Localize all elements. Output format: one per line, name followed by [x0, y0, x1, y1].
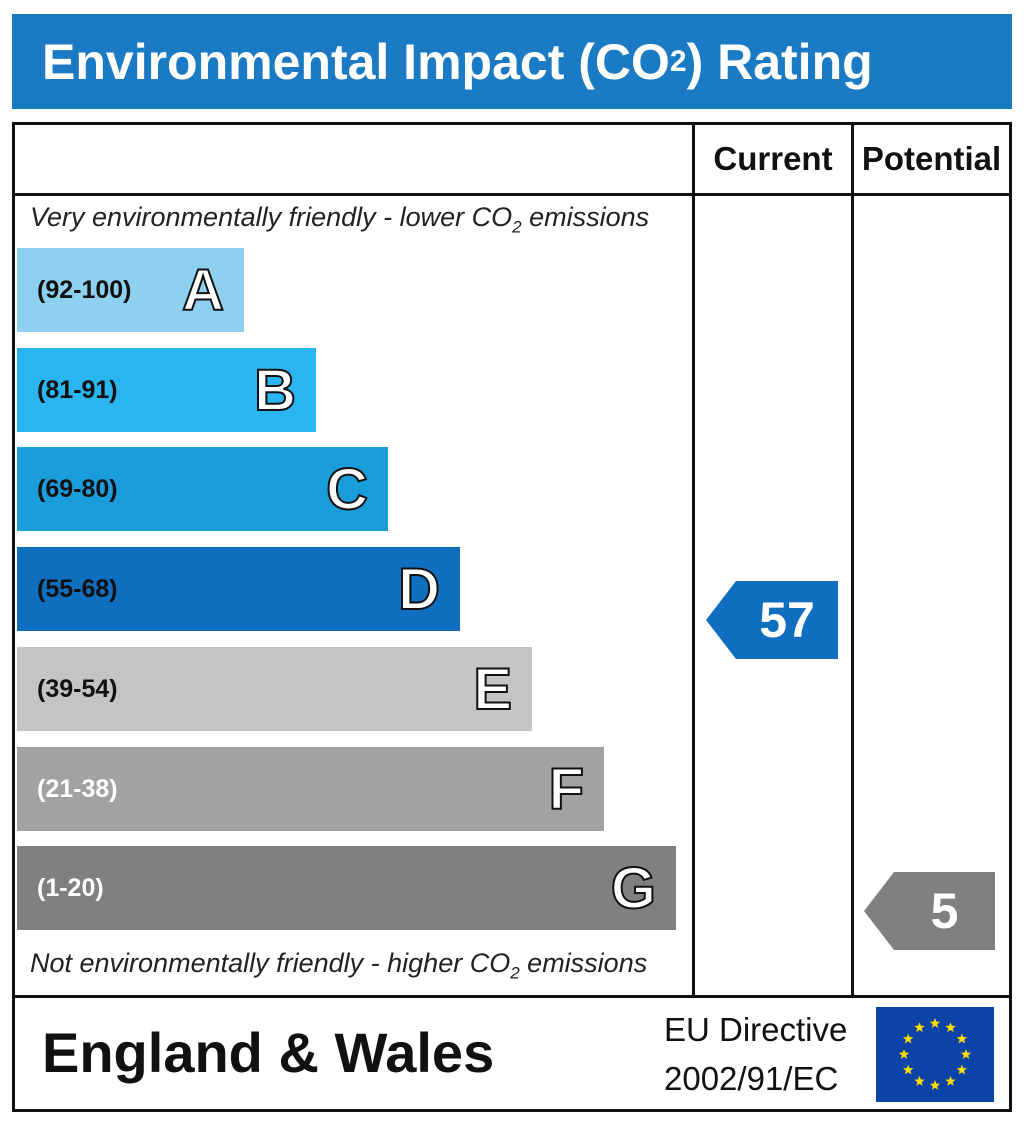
eu-flag-icon [876, 1007, 994, 1102]
potential-rating-arrow: 5 [864, 872, 995, 950]
current-rating-value: 57 [759, 592, 815, 648]
eu-stars-icon [898, 1018, 972, 1090]
band-a: (92-100) A [17, 248, 244, 332]
column-header-current: Current [713, 140, 833, 177]
eu-star-icon [956, 1064, 968, 1075]
band-d: (55-68) D [17, 547, 460, 631]
current-column-divider [692, 122, 695, 998]
band-range-label: (39-54) [37, 674, 118, 703]
eu-star-icon [902, 1064, 914, 1075]
current-rating-arrow: 57 [706, 581, 838, 659]
column-header-potential: Potential [861, 140, 1002, 177]
title-subscript: 2 [669, 44, 687, 78]
band-g: (1-20) G [17, 846, 676, 930]
band-range-label: (21-38) [37, 774, 118, 803]
potential-arrow-shape [864, 872, 995, 950]
header-divider [12, 193, 1012, 196]
band-letter-label: G [610, 855, 657, 922]
band-letter-label: F [548, 756, 585, 823]
title-suffix: ) Rating [686, 33, 873, 90]
eu-star-icon [898, 1049, 910, 1059]
band-letter-label: D [397, 556, 441, 623]
potential-rating-value: 5 [930, 883, 959, 939]
chart-title: Environmental Impact (CO 2) Rating [12, 14, 1012, 109]
directive-line-1: EU Directive [664, 1011, 848, 1048]
eu-star-icon [929, 1018, 941, 1028]
eu-star-icon [929, 1080, 941, 1090]
eu-star-icon [960, 1049, 972, 1059]
band-c: (69-80) C [17, 447, 388, 531]
band-f: (21-38) F [17, 747, 604, 831]
band-range-label: (69-80) [37, 474, 118, 503]
directive-line-2: 2002/91/EC [664, 1060, 839, 1097]
band-letter-label: E [472, 656, 513, 723]
eu-star-icon [956, 1033, 968, 1044]
title-prefix: Environmental Impact (CO [42, 33, 670, 90]
eu-star-icon [902, 1033, 914, 1044]
eu-star-icon [945, 1022, 956, 1033]
band-e: (39-54) E [17, 647, 532, 731]
eu-star-icon [914, 1075, 925, 1086]
region-label: England & Wales [42, 1021, 495, 1084]
rating-table [12, 122, 1012, 1112]
band-range-label: (1-20) [37, 873, 104, 902]
eu-star-icon [914, 1022, 925, 1033]
note-top: Very environmentally friendly - lower CO… [30, 202, 650, 237]
band-letter-label: C [325, 456, 369, 523]
eu-star-icon [945, 1075, 956, 1086]
footer-divider [12, 995, 1012, 998]
band-b: (81-91) B [17, 348, 316, 432]
note-bottom: Not environmentally friendly - higher CO… [30, 948, 648, 983]
current-arrow-shape [706, 581, 838, 659]
band-letter-label: A [181, 257, 225, 324]
band-range-label: (55-68) [37, 574, 118, 603]
band-letter-label: B [253, 357, 297, 424]
band-range-label: (92-100) [37, 275, 132, 304]
potential-column-divider [851, 122, 854, 998]
band-range-label: (81-91) [37, 375, 118, 404]
